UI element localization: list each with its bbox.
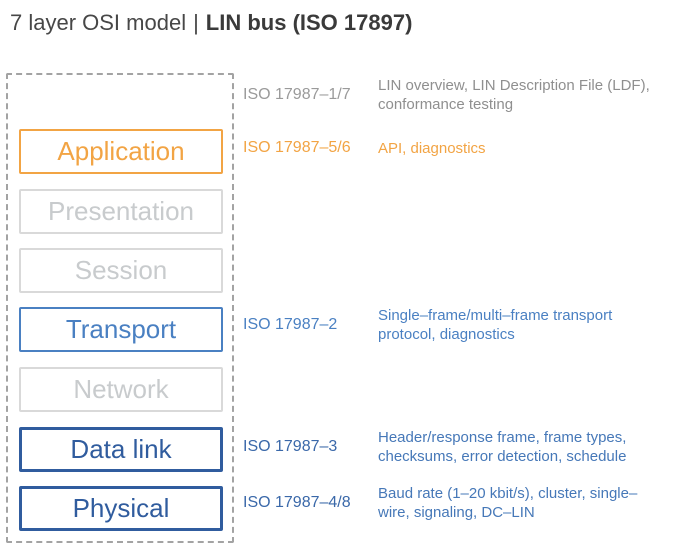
iso-standard-label: ISO 17987–5/6 — [243, 139, 351, 156]
layer-box-transport: Transport — [19, 307, 223, 352]
layer-label: Application — [57, 136, 185, 166]
iso-standard-label: ISO 17987–1/7 — [243, 86, 351, 103]
title-emphasis: LIN bus (ISO 17897) — [205, 10, 413, 35]
page-title: 7 layer OSI model | LIN bus (ISO 17897) — [10, 10, 412, 36]
layer-label: Network — [73, 374, 169, 404]
iso-description: API, diagnostics — [378, 139, 486, 157]
layer-box-data-link: Data link — [19, 427, 223, 472]
iso-description: Single–frame/multi–frame transport proto… — [378, 307, 613, 343]
annotation-row-data-link: ISO 17987–3 Header/response frame, frame… — [243, 427, 667, 467]
annotation-row-application: ISO 17987–5/6 API, diagnostics — [243, 128, 667, 168]
annotation-row-transport: ISO 17987–2 Single–frame/multi–frame tra… — [243, 305, 667, 345]
layer-box-network: Network — [19, 367, 223, 412]
layer-box-application: Application — [19, 129, 223, 174]
layer-label: Transport — [65, 314, 177, 344]
title-separator: | — [193, 10, 199, 35]
annotation-row-overview: ISO 17987–1/7 LIN overview, LIN Descript… — [243, 75, 667, 115]
layer-label: Session — [74, 255, 168, 285]
layer-box-physical: Physical — [19, 486, 223, 531]
annotation-row-physical: ISO 17987–4/8 Baud rate (1–20 kbit/s), c… — [243, 483, 667, 523]
title-prefix: 7 layer OSI model — [10, 10, 187, 35]
iso-description: Baud rate (1–20 kbit/s), cluster, single… — [378, 485, 638, 521]
layer-label: Data link — [70, 434, 172, 464]
osi-stack-frame — [6, 73, 234, 543]
layer-box-presentation: Presentation — [19, 189, 223, 234]
layer-label: Presentation — [48, 196, 194, 226]
iso-standard-label: ISO 17987–2 — [243, 316, 338, 333]
iso-description: Header/response frame, frame types, chec… — [378, 429, 627, 465]
iso-standard-label: ISO 17987–4/8 — [243, 494, 351, 511]
layer-box-session: Session — [19, 248, 223, 293]
layer-label: Physical — [72, 493, 170, 523]
iso-description: LIN overview, LIN Description File (LDF)… — [378, 77, 650, 113]
iso-standard-label: ISO 17987–3 — [243, 438, 338, 455]
